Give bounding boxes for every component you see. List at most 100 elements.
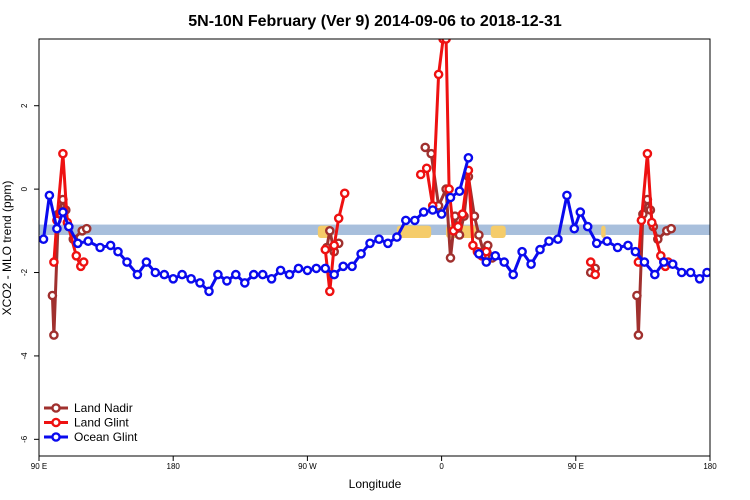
data-point xyxy=(445,253,456,263)
data-point xyxy=(52,223,62,234)
chart-title: 5N-10N February (Ver 9) 2014-09-06 to 20… xyxy=(188,13,562,30)
legend-marker xyxy=(51,403,61,413)
data-point xyxy=(122,257,132,267)
data-point xyxy=(453,221,463,232)
data-point xyxy=(230,269,241,280)
data-point xyxy=(159,269,170,280)
legend-entry: Land Glint xyxy=(44,416,129,430)
data-point xyxy=(39,234,49,244)
legend-label: Ocean Glint xyxy=(74,430,138,444)
data-point xyxy=(659,257,669,267)
plot-content xyxy=(39,39,710,340)
data-point xyxy=(47,290,58,301)
data-point xyxy=(95,242,105,253)
axes: 90 E 180 90 W 0 90 E 180 2 0 -2 -4 -6 xyxy=(20,38,717,471)
series-ocean-glint xyxy=(39,152,710,297)
y-axis-label: XCO2 - MLO trend (ppm) xyxy=(0,181,14,316)
data-point xyxy=(463,152,474,163)
data-point xyxy=(71,250,82,261)
data-point xyxy=(311,263,322,274)
data-point xyxy=(666,223,677,234)
data-point xyxy=(81,223,92,234)
data-point xyxy=(275,265,286,276)
data-point xyxy=(481,257,492,267)
x-axis-label: Longitude xyxy=(349,477,402,491)
data-point xyxy=(642,148,653,159)
data-point xyxy=(284,269,295,280)
data-point xyxy=(444,184,454,194)
data-point xyxy=(544,236,554,246)
y-tick-label: 2 xyxy=(20,103,29,108)
data-point xyxy=(639,257,650,267)
data-point xyxy=(474,230,484,240)
y-tick-label: -6 xyxy=(20,435,29,443)
data-point xyxy=(58,148,68,159)
data-point xyxy=(630,246,641,257)
data-point xyxy=(73,238,83,249)
data-point xyxy=(383,238,393,249)
data-point xyxy=(499,257,510,267)
data-point xyxy=(204,286,214,297)
data-point xyxy=(650,269,660,280)
data-point xyxy=(636,215,647,226)
data-point xyxy=(58,207,68,217)
data-point xyxy=(418,207,429,217)
data-point xyxy=(338,261,349,272)
data-point xyxy=(400,215,411,226)
data-point xyxy=(302,265,313,276)
data-point xyxy=(585,257,596,267)
data-point xyxy=(365,238,375,249)
x-tick-label: 90 E xyxy=(31,462,47,471)
data-point xyxy=(168,273,178,284)
legend-marker xyxy=(51,417,61,428)
data-point xyxy=(78,257,89,267)
data-point xyxy=(436,209,447,219)
data-point xyxy=(702,267,710,278)
data-point xyxy=(339,188,350,199)
data-point xyxy=(632,290,642,301)
data-point xyxy=(44,190,55,201)
data-point xyxy=(329,269,340,280)
data-point xyxy=(457,209,468,219)
data-point xyxy=(356,248,366,259)
data-point xyxy=(324,225,335,236)
data-point xyxy=(177,269,187,280)
data-point xyxy=(623,240,633,251)
data-point xyxy=(320,244,331,255)
legend-entry: Land Nadir xyxy=(44,401,133,415)
data-point xyxy=(195,278,205,288)
data-point xyxy=(517,246,527,257)
plot-frame xyxy=(38,38,711,457)
data-point xyxy=(324,286,335,297)
data-point xyxy=(508,269,519,280)
legend-entry: Ocean Glint xyxy=(44,430,138,444)
x-tick-label: 0 xyxy=(439,462,444,471)
data-point xyxy=(676,267,687,278)
data-point xyxy=(526,259,536,270)
data-point xyxy=(333,213,344,224)
data-point xyxy=(374,234,384,244)
data-point xyxy=(293,263,304,274)
data-point xyxy=(612,242,623,253)
y-tick-label: -2 xyxy=(20,268,29,276)
data-point xyxy=(553,234,563,244)
data-point xyxy=(83,236,93,246)
data-point xyxy=(329,240,340,251)
data-point xyxy=(141,257,152,267)
data-point xyxy=(590,269,601,280)
data-point xyxy=(575,207,586,217)
data-point xyxy=(392,232,402,242)
data-point xyxy=(474,248,484,259)
data-point xyxy=(433,69,444,80)
data-point xyxy=(49,257,59,267)
data-point xyxy=(582,221,593,232)
data-point xyxy=(454,186,465,196)
data-point xyxy=(415,169,426,180)
data-point xyxy=(113,246,123,257)
land-shading xyxy=(396,225,432,238)
data-point xyxy=(186,273,196,284)
data-point xyxy=(421,163,432,174)
data-point xyxy=(633,330,644,340)
